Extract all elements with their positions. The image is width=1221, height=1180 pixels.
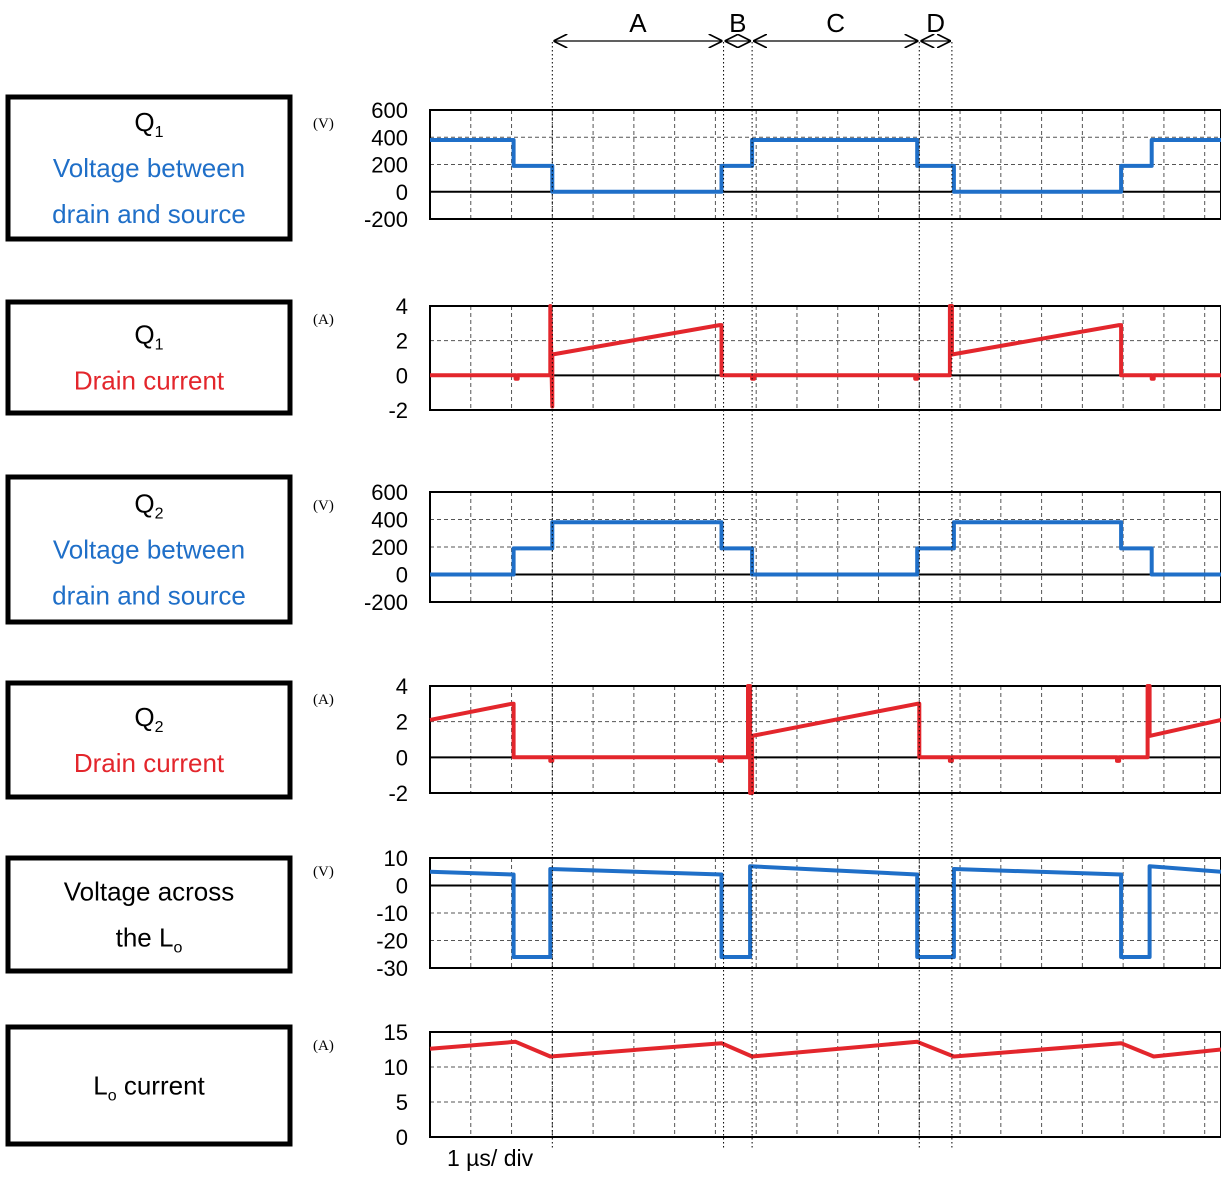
y-tick-label: 600 <box>371 480 408 505</box>
label-line: drain and source <box>52 581 246 611</box>
plot-frame <box>429 1031 1221 1138</box>
label-box <box>5 1024 293 1147</box>
y-tick-label: -30 <box>376 956 408 981</box>
waveform-panel-4: Q2 Drain current (A) 4 2 0 -2 <box>5 674 1221 806</box>
unit-label: (V) <box>313 116 334 132</box>
label-box <box>5 855 293 974</box>
unit-label: (A) <box>313 692 334 708</box>
plot-frame <box>429 491 1221 603</box>
y-tick-label: 4 <box>396 674 408 699</box>
waveform-trace <box>429 1039 1221 1059</box>
waveform-panel-1: Q1 Voltage between drain and source (V) 6004… <box>5 94 1221 242</box>
y-tick-label: 2 <box>396 710 408 735</box>
label-box <box>5 299 293 416</box>
waveform-trace <box>430 138 1221 194</box>
y-tick-label: 0 <box>396 1125 408 1150</box>
interval-B: B <box>724 8 752 41</box>
y-tick-label: -20 <box>376 929 408 954</box>
waveform-panel-2: Q1 Drain current (A) 4 2 0 -2 <box>5 294 1221 423</box>
label-line: drain and source <box>52 199 246 229</box>
label-line: Drain current <box>74 748 225 778</box>
interval-label: D <box>926 8 945 38</box>
label-line: Q2 <box>134 489 163 523</box>
waveform-panel-6: Lo current (A) 15 10 5 0 <box>5 1020 1221 1150</box>
y-tick-label: 400 <box>371 125 408 150</box>
unit-label: (A) <box>313 1038 334 1054</box>
interval-label: C <box>826 8 845 38</box>
plot-frame <box>429 857 1221 969</box>
y-tick-label: 400 <box>371 508 408 533</box>
label-line: Voltage between <box>53 153 245 183</box>
interval-A: A <box>553 8 723 41</box>
y-tick-label: 5 <box>396 1090 408 1115</box>
label-box <box>5 94 293 242</box>
waveform-trace <box>430 304 1221 409</box>
waveform-panel-5: Voltage across the Lo (V) 10 0-10 -20-30 <box>5 846 1221 981</box>
y-tick-label: 0 <box>396 563 408 588</box>
plot-frame <box>429 109 1221 220</box>
y-tick-label: 4 <box>396 294 408 319</box>
y-tick-label: 2 <box>396 329 408 354</box>
y-tick-label: 600 <box>371 98 408 123</box>
y-tick-label: 0 <box>396 874 408 899</box>
y-tick-label: -10 <box>376 901 408 926</box>
y-tick-label: -200 <box>364 207 408 232</box>
waveform-trace <box>429 864 1221 959</box>
label-line: Voltage between <box>53 535 245 565</box>
label-line: Voltage across <box>64 877 235 907</box>
y-tick-label: 0 <box>396 363 408 388</box>
plot-frame <box>429 305 1221 411</box>
label-line: Lo current <box>93 1071 205 1105</box>
y-tick-label: 200 <box>371 153 408 178</box>
y-tick-label: 10 <box>384 846 408 871</box>
y-tick-label: 15 <box>384 1020 408 1045</box>
label-line: Q1 <box>134 107 163 141</box>
unit-label: (V) <box>313 498 334 514</box>
y-tick-label: 10 <box>384 1055 408 1080</box>
label-box <box>5 680 293 800</box>
y-tick-label: 0 <box>396 745 408 770</box>
interval-D: D <box>920 8 951 41</box>
label-line: Q2 <box>134 702 163 736</box>
plot-frame <box>429 685 1221 794</box>
unit-label: (A) <box>313 312 334 328</box>
label-box <box>5 474 293 625</box>
unit-label: (V) <box>313 864 334 880</box>
y-tick-label: 0 <box>396 180 408 205</box>
label-line: Drain current <box>74 366 225 396</box>
interval-label: B <box>729 8 746 38</box>
label-line: Q1 <box>134 320 163 354</box>
timebase-label: 1 µs/ div <box>447 1145 534 1171</box>
y-tick-label: -200 <box>364 590 408 615</box>
y-tick-label: 200 <box>371 535 408 560</box>
waveform-trace <box>429 684 1221 795</box>
waveform-panel-3: Q2 Voltage between drain and source (V) 600 4… <box>5 474 1221 625</box>
interval-label: A <box>629 8 647 38</box>
waveform-trace <box>430 520 1221 577</box>
y-tick-label: -2 <box>388 398 408 423</box>
y-tick-label: -2 <box>388 781 408 806</box>
label-line: the Lo <box>116 923 183 957</box>
interval-C: C <box>753 8 919 41</box>
